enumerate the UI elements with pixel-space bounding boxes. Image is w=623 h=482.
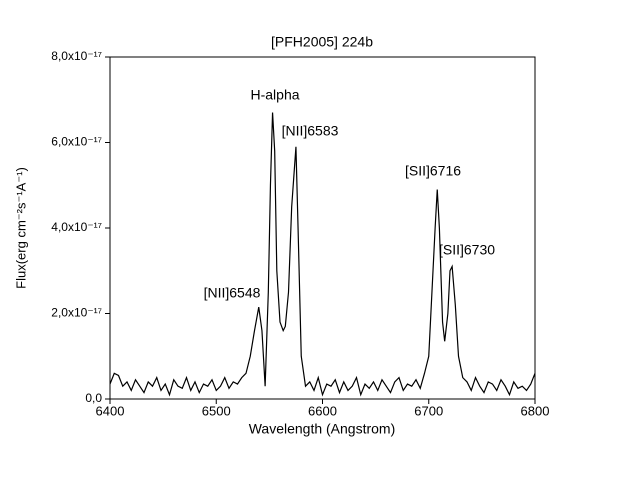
x-tick-label: 6800	[521, 403, 550, 418]
line-annotation: [SII]6730	[439, 242, 495, 258]
x-tick-label: 6500	[202, 403, 231, 418]
y-tick-label: 4,0x10⁻¹⁷	[51, 220, 102, 234]
plot-frame	[109, 56, 536, 400]
x-tick-label: 6700	[414, 403, 443, 418]
x-tick-label: 6600	[308, 403, 337, 418]
line-annotation: H-alpha	[250, 87, 299, 103]
line-annotation: [NII]6583	[282, 123, 339, 139]
y-tick-label: 2,0x10⁻¹⁷	[51, 306, 102, 320]
y-tick-label: 8,0x10⁻¹⁷	[51, 49, 102, 63]
y-axis-label: Flux(erg cm⁻²s⁻¹A⁻¹)	[13, 167, 28, 289]
spectrum-line	[109, 112, 536, 397]
line-annotation: [NII]6548	[204, 285, 261, 301]
x-axis-label: Wavelength (Angstrom)	[249, 421, 396, 437]
y-tick-label: 0,0	[85, 391, 102, 405]
x-tick-label: 6400	[96, 403, 125, 418]
y-tick-label: 6,0x10⁻¹⁷	[51, 135, 102, 149]
chart-title: [PFH2005] 224b	[271, 34, 373, 50]
line-annotation: [SII]6716	[405, 163, 461, 179]
